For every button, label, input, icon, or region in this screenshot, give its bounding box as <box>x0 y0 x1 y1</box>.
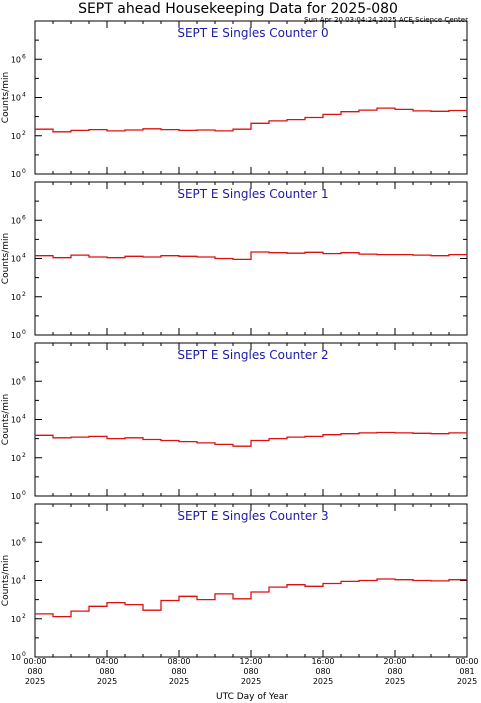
y-tick-label: 10 <box>11 132 21 141</box>
y-tick-exponent: 0 <box>22 651 26 658</box>
x-tick-time: 20:00 <box>383 657 406 666</box>
figure-title: SEPT ahead Housekeeping Data for 2025-08… <box>78 1 398 17</box>
y-tick-label: 10 <box>11 653 21 662</box>
generation-timestamp: Sun Apr 20 03:04:24 2025 ACE Science Cen… <box>304 16 468 24</box>
x-tick-day: 080 <box>315 667 330 676</box>
y-tick-label: 10 <box>11 538 21 547</box>
series-line <box>35 431 468 447</box>
y-tick-label: 10 <box>11 255 21 264</box>
x-tick-year: 2025 <box>97 677 117 686</box>
series-line <box>35 107 468 133</box>
y-tick-label: 10 <box>11 170 21 179</box>
x-tick-year: 2025 <box>25 677 45 686</box>
y-tick-label: 10 <box>11 416 21 425</box>
x-tick-day: 080 <box>243 667 258 676</box>
x-tick-time: 16:00 <box>311 657 334 666</box>
y-tick-exponent: 6 <box>22 53 26 60</box>
y-tick-label: 10 <box>11 492 21 501</box>
series-line <box>35 578 468 618</box>
x-axis-label: UTC Day of Year <box>216 692 288 702</box>
x-tick-year: 2025 <box>169 677 189 686</box>
y-tick-exponent: 6 <box>22 214 26 221</box>
y-tick-label: 10 <box>11 331 21 340</box>
y-axis-label: Counts/min <box>1 233 11 284</box>
y-tick-exponent: 2 <box>22 452 26 459</box>
x-tick-time: 08:00 <box>167 657 190 666</box>
y-tick-label: 10 <box>11 577 21 586</box>
x-tick-time: 04:00 <box>95 657 118 666</box>
y-tick-exponent: 4 <box>22 253 26 260</box>
x-tick-time: 00:00 <box>23 657 46 666</box>
y-tick-exponent: 4 <box>22 92 26 99</box>
x-tick-year: 2025 <box>241 677 261 686</box>
x-tick-year: 2025 <box>457 677 477 686</box>
x-tick-day: 080 <box>99 667 114 676</box>
y-tick-exponent: 6 <box>22 536 26 543</box>
y-tick-label: 10 <box>11 94 21 103</box>
y-tick-exponent: 0 <box>22 329 26 336</box>
y-tick-label: 10 <box>11 454 21 463</box>
y-tick-label: 10 <box>11 377 21 386</box>
y-axis-label: Counts/min <box>1 394 11 445</box>
panel-frame <box>34 342 468 497</box>
panel-title: SEPT E Singles Counter 2 <box>177 348 328 362</box>
y-tick-exponent: 2 <box>22 291 26 298</box>
x-tick-year: 2025 <box>313 677 333 686</box>
x-tick-time: 12:00 <box>239 657 262 666</box>
x-tick-time: 00:00 <box>455 657 478 666</box>
y-tick-label: 10 <box>11 615 21 624</box>
y-tick-exponent: 6 <box>22 375 26 382</box>
x-tick-year: 2025 <box>385 677 405 686</box>
y-tick-exponent: 2 <box>22 130 26 137</box>
panel-title: SEPT E Singles Counter 3 <box>177 509 328 523</box>
panel-title: SEPT E Singles Counter 1 <box>177 187 328 201</box>
y-tick-exponent: 0 <box>22 168 26 175</box>
y-tick-exponent: 4 <box>22 414 26 421</box>
y-tick-exponent: 4 <box>22 575 26 582</box>
x-tick-day: 080 <box>171 667 186 676</box>
y-tick-exponent: 0 <box>22 490 26 497</box>
y-tick-label: 10 <box>11 293 21 302</box>
y-axis-label: Counts/min <box>1 555 11 606</box>
panel-frame <box>34 503 468 658</box>
series-line <box>35 251 468 261</box>
y-tick-label: 10 <box>11 55 21 64</box>
y-tick-exponent: 2 <box>22 613 26 620</box>
x-tick-day: 080 <box>387 667 402 676</box>
panel-title: SEPT E Singles Counter 0 <box>177 26 328 40</box>
x-tick-day: 081 <box>459 667 474 676</box>
x-tick-day: 080 <box>27 667 42 676</box>
panel-frame <box>34 20 468 175</box>
y-axis-label: Counts/min <box>1 72 11 123</box>
y-tick-label: 10 <box>11 216 21 225</box>
x-axis-group: 00:00080202504:00080202508:00080202512:0… <box>23 657 478 686</box>
